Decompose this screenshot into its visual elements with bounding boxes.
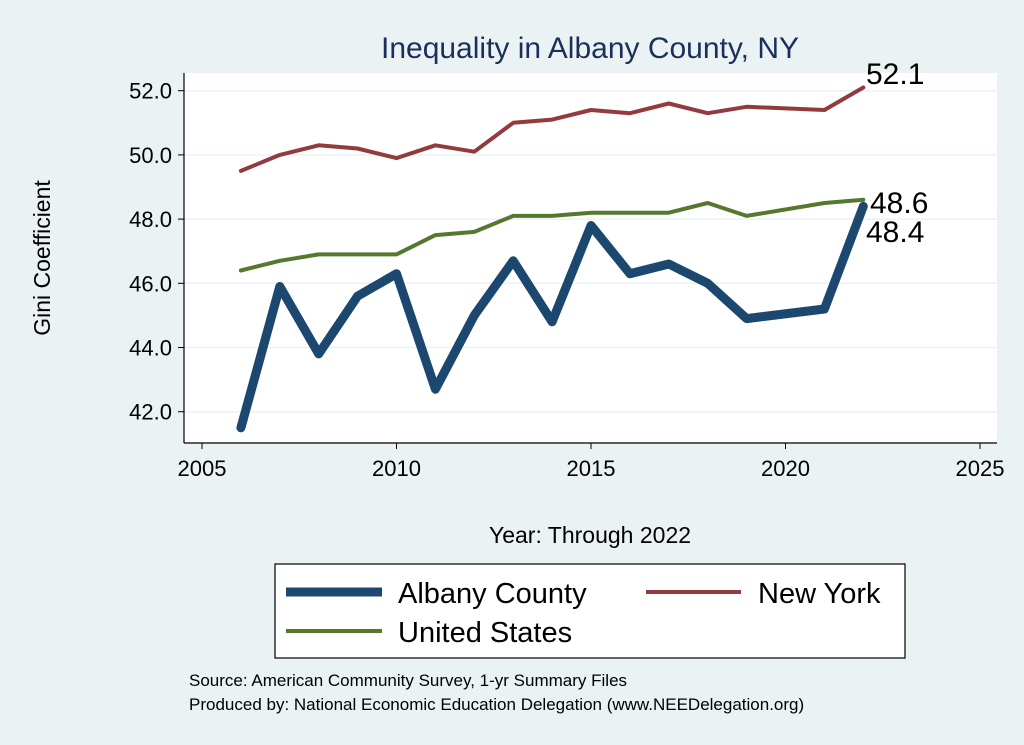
x-tick-label: 2010 (372, 456, 421, 481)
series-line-new-york (238, 85, 866, 173)
plot-area (184, 73, 997, 443)
end-labels: 48.4 52.1 48.6 (866, 58, 928, 249)
y-tick-label: 42.0 (129, 400, 172, 425)
series-lines (236, 85, 868, 433)
y-axis-label: Gini Coefficient (29, 180, 55, 336)
series-line-albany-county (236, 201, 868, 433)
y-tick-label: 48.0 (129, 207, 172, 232)
x-axis-label: Year: Through 2022 (489, 522, 691, 548)
axes: 42.0 44.0 46.0 48.0 50.0 52.0 2005 2010 2015 2020… (129, 73, 1004, 481)
legend-label-albany: Albany County (398, 578, 587, 610)
source-note: Source: American Community Survey, 1-yr … (189, 671, 627, 690)
x-tick-label: 2025 (956, 456, 1005, 481)
x-tick-label: 2015 (567, 456, 616, 481)
y-tick-label: 46.0 (129, 271, 172, 296)
x-tick-label: 2005 (178, 456, 227, 481)
end-label-albany-county: 48.4 (866, 216, 924, 249)
y-tick-label: 50.0 (129, 143, 172, 168)
series-line-united-states (238, 197, 866, 273)
producer-note: Produced by: National Economic Education… (189, 695, 804, 714)
legend-label-united-states: United States (398, 617, 572, 649)
end-label-new-york: 52.1 (866, 58, 924, 91)
end-label-united-states: 48.6 (870, 187, 928, 220)
chart-title: Inequality in Albany County, NY (381, 32, 799, 65)
legend-label-new-york: New York (758, 578, 881, 610)
legend: Albany County New York United States (274, 563, 906, 659)
x-tick-label: 2020 (761, 456, 810, 481)
y-tick-label: 44.0 (129, 336, 172, 361)
y-tick-label: 52.0 (129, 79, 172, 104)
